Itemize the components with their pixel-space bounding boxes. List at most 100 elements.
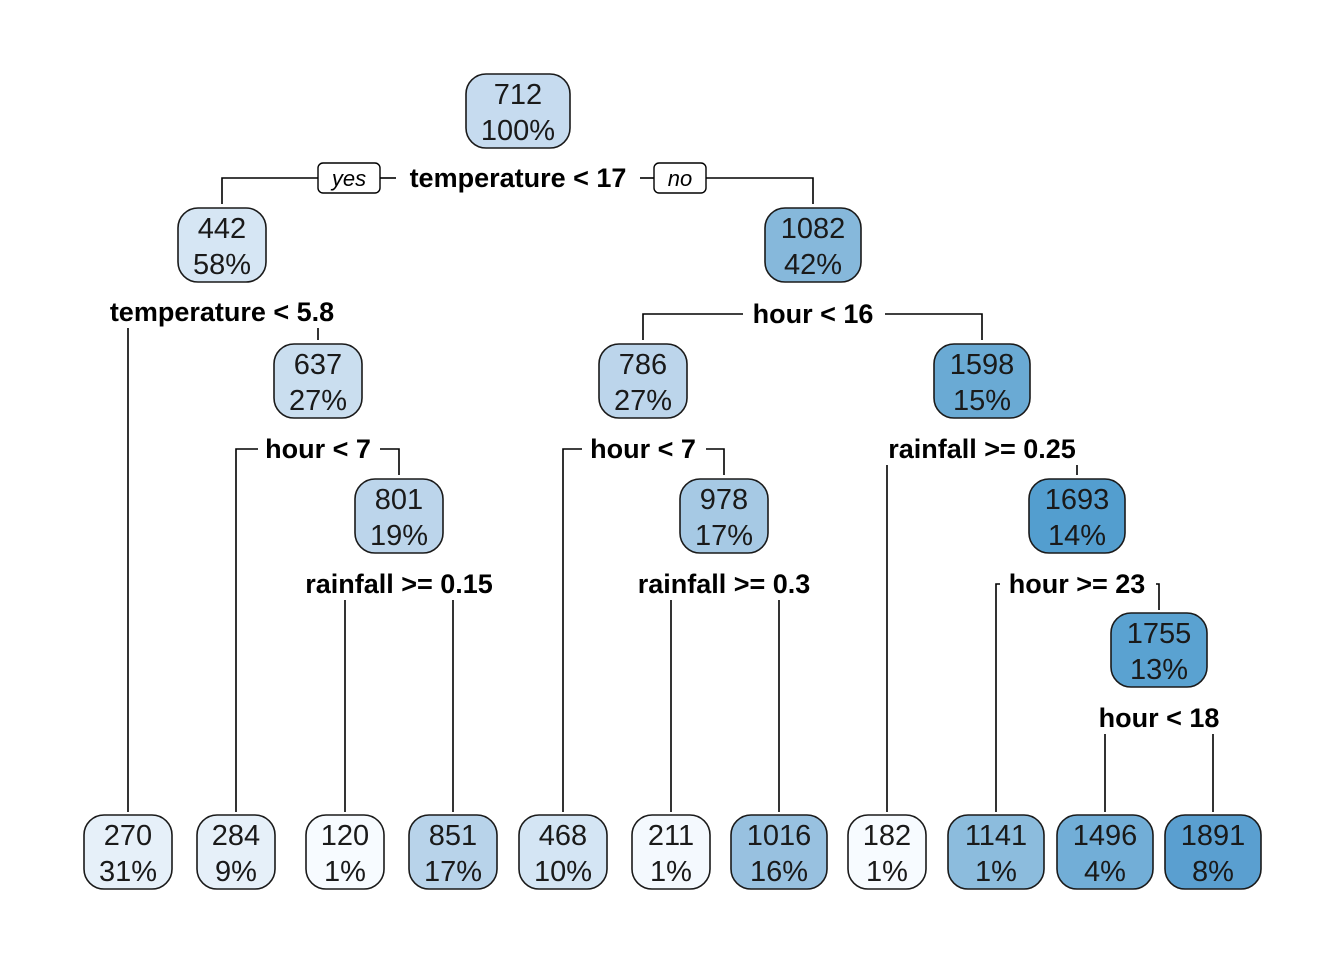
edge-1082-left	[642, 313, 743, 340]
leaf-1496: 1496 4%	[1056, 814, 1154, 890]
node-box	[730, 814, 828, 890]
node-percent: 1%	[324, 856, 366, 888]
node-box	[598, 343, 688, 419]
node-percent: 15%	[953, 385, 1011, 417]
node-box	[679, 478, 769, 554]
edge-root-right	[706, 177, 814, 204]
node-percent: 9%	[215, 856, 257, 888]
node-percent: 42%	[784, 249, 842, 281]
node-box	[933, 343, 1031, 419]
node-box	[1028, 478, 1126, 554]
node-percent: 27%	[289, 385, 347, 417]
node-percent: 19%	[370, 520, 428, 552]
node-1598: 1598 15%	[933, 343, 1031, 419]
edge-root-left	[221, 177, 318, 204]
node-percent: 8%	[1192, 856, 1234, 888]
node-box	[354, 478, 444, 554]
leaf-1016: 1016 16%	[730, 814, 828, 890]
node-percent: 17%	[424, 856, 482, 888]
node-percent: 1%	[866, 856, 908, 888]
node-box	[847, 814, 927, 890]
node-value: 182	[863, 820, 911, 852]
split-labels: temperature < 17 temperature < 5.8 hour …	[110, 163, 1220, 733]
node-box	[273, 343, 363, 419]
node-value: 637	[294, 349, 342, 381]
node-percent: 10%	[534, 856, 592, 888]
split-801: rainfall >= 0.15	[305, 569, 493, 599]
node-box	[1056, 814, 1154, 890]
edge-1082-right	[885, 313, 983, 340]
edge-1693-right	[1156, 583, 1160, 610]
node-value: 1755	[1127, 618, 1192, 650]
node-box	[83, 814, 173, 890]
node-1082: 1082 42%	[764, 207, 862, 283]
node-value: 1598	[950, 349, 1015, 381]
node-percent: 16%	[750, 856, 808, 888]
edge-1693-left	[995, 583, 1000, 812]
node-value: 1082	[781, 213, 846, 245]
node-value: 211	[648, 820, 694, 852]
split-978: rainfall >= 0.3	[638, 569, 811, 599]
split-1755: hour < 18	[1099, 703, 1220, 733]
split-root: temperature < 17	[410, 163, 627, 193]
split-786: hour < 7	[590, 434, 696, 464]
node-root: 712 100%	[465, 73, 571, 149]
node-box	[518, 814, 608, 890]
node-value: 1016	[747, 820, 812, 852]
node-percent: 4%	[1084, 856, 1126, 888]
node-percent: 58%	[193, 249, 251, 281]
node-value: 442	[198, 213, 246, 245]
node-percent: 13%	[1130, 654, 1188, 686]
node-value: 851	[429, 820, 477, 852]
node-box	[631, 814, 711, 890]
no-tag: no	[653, 162, 707, 194]
split-637: hour < 7	[265, 434, 371, 464]
node-percent: 1%	[650, 856, 692, 888]
node-box	[305, 814, 385, 890]
node-box	[465, 73, 571, 149]
edge-637-left	[235, 448, 258, 812]
node-value: 120	[321, 820, 369, 852]
node-box	[764, 207, 862, 283]
node-value: 978	[700, 484, 748, 516]
node-box	[947, 814, 1045, 890]
node-box	[408, 814, 498, 890]
edge-786-right	[706, 448, 725, 475]
node-value: 1496	[1073, 820, 1138, 852]
node-1693: 1693 14%	[1028, 478, 1126, 554]
node-value: 270	[104, 820, 152, 852]
edge-637-right	[380, 448, 400, 475]
node-box	[1110, 612, 1208, 688]
node-box	[1164, 814, 1262, 890]
no-label: no	[668, 166, 692, 191]
node-value: 1141	[965, 820, 1027, 852]
node-percent: 31%	[99, 856, 157, 888]
node-percent: 100%	[481, 115, 555, 147]
node-percent: 27%	[614, 385, 672, 417]
split-1082: hour < 16	[753, 299, 874, 329]
node-value: 284	[212, 820, 260, 852]
node-percent: 1%	[975, 856, 1017, 888]
tree-edges	[127, 177, 1214, 812]
node-percent: 17%	[695, 520, 753, 552]
node-value: 1891	[1181, 820, 1246, 852]
yes-label: yes	[330, 166, 366, 191]
edge-786-left	[562, 448, 582, 812]
split-1693: hour >= 23	[1009, 569, 1146, 599]
node-percent: 14%	[1048, 520, 1106, 552]
node-1755: 1755 13%	[1110, 612, 1208, 688]
split-442: temperature < 5.8	[110, 297, 334, 327]
node-box	[177, 207, 267, 283]
node-value: 1693	[1045, 484, 1110, 516]
